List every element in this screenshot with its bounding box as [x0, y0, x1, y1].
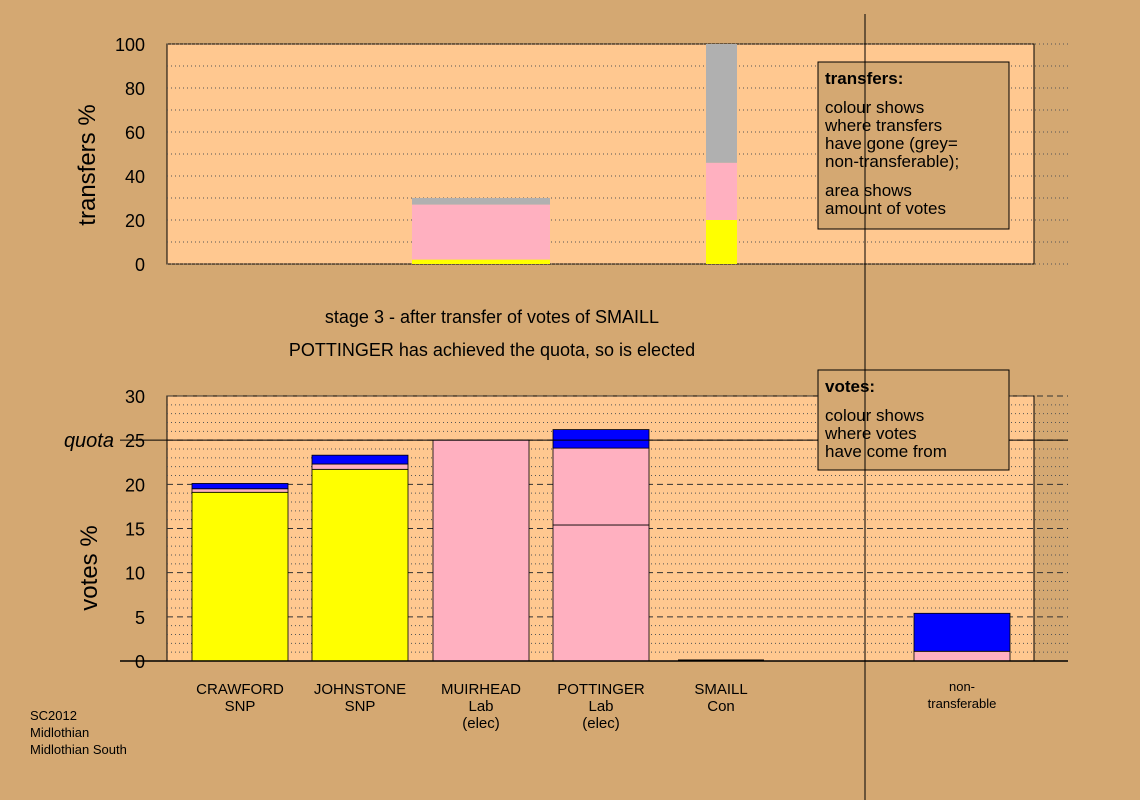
elected-caption: POTTINGER has achieved the quota, so is … [289, 340, 695, 360]
footer-council: Midlothian [30, 725, 89, 740]
transfers-y-tick-label: 80 [125, 79, 145, 99]
category-label: JOHNSTONE [314, 681, 406, 698]
votes-y-tick-label: 5 [135, 608, 145, 628]
stage-caption: stage 3 - after transfer of votes of SMA… [325, 307, 659, 327]
votes-y-tick-label: 15 [125, 520, 145, 540]
votes-y-tick-label: 0 [135, 652, 145, 672]
votes-y-ticks: 0 5 10 15 20 25 30 [125, 387, 145, 672]
votes-chart: 0 5 10 15 20 25 30 quota votes % votes: colour… [64, 369, 1068, 672]
votes-bar-segment [552, 524, 650, 662]
transfers-y-tick-label: 40 [125, 167, 145, 187]
transfers-legend-line: colour shows [825, 98, 924, 117]
votes-bar-segment [191, 483, 289, 490]
transfers-legend: transfers: colour shows where transfers … [817, 61, 1010, 230]
category-label: transferable [928, 696, 997, 711]
votes-y-tick-label: 20 [125, 475, 145, 495]
transfers-y-axis-label: transfers % [74, 104, 101, 225]
category-labels: CRAWFORDSNPJOHNSTONESNPMUIRHEADLab(elec)… [196, 679, 996, 732]
category-label: (elec) [582, 715, 620, 732]
votes-bar-segment [311, 454, 409, 465]
transfers-legend-line: amount of votes [825, 199, 946, 218]
transfers-y-tick-label: 20 [125, 211, 145, 231]
category-label: (elec) [462, 715, 500, 732]
votes-bar-segment [552, 429, 650, 449]
votes-bars [191, 429, 1011, 662]
transfers-bar-segment [412, 204, 550, 260]
category-label: SNP [225, 698, 256, 715]
votes-bar-segment [913, 650, 1011, 662]
votes-legend-line: colour shows [825, 406, 924, 425]
transfers-legend-line: have gone (grey= [825, 134, 958, 153]
transfers-legend-line: non-transferable); [825, 152, 959, 171]
votes-bar-segment [191, 488, 289, 493]
category-label: POTTINGER [557, 681, 645, 698]
category-label: Lab [468, 698, 493, 715]
votes-legend-box [817, 369, 1010, 471]
transfers-bar-segment [706, 44, 737, 163]
votes-bar-segment [311, 468, 409, 662]
transfers-bars [412, 44, 737, 264]
transfers-y-tick-label: 60 [125, 123, 145, 143]
votes-legend-line: where votes [824, 424, 917, 443]
votes-bar-segment [191, 491, 289, 662]
transfers-chart: 0 20 40 60 80 100 transfers % transfers: colo… [74, 35, 1068, 275]
votes-legend-line: have come from [825, 442, 947, 461]
footer-year: SC2012 [30, 708, 77, 723]
category-label: CRAWFORD [196, 681, 284, 698]
category-label: MUIRHEAD [441, 681, 521, 698]
votes-bar-segment [552, 447, 650, 526]
category-label: SNP [345, 698, 376, 715]
votes-y-axis-label: votes % [76, 525, 103, 610]
transfers-y-tick-label: 0 [135, 255, 145, 275]
transfers-legend-line: area shows [825, 181, 912, 200]
transfers-legend-line: where transfers [824, 116, 942, 135]
transfers-legend-box [817, 61, 1010, 230]
transfers-bar-segment [412, 259, 550, 264]
votes-bar-segment [432, 439, 530, 662]
transfers-bar-segment [706, 220, 737, 264]
votes-bar-segment [913, 612, 1011, 652]
votes-y-tick-label: 25 [125, 431, 145, 451]
transfers-y-ticks: 0 20 40 60 80 100 [115, 35, 145, 275]
category-label: non- [949, 679, 975, 694]
category-label: Lab [588, 698, 613, 715]
votes-bar-segment [311, 463, 409, 470]
transfers-y-tick-label: 100 [115, 35, 145, 55]
votes-legend-title: votes: [825, 377, 875, 396]
category-label: Con [707, 698, 735, 715]
votes-legend: votes: colour shows where votes have com… [817, 369, 1010, 471]
transfers-legend-title: transfers: [825, 69, 903, 88]
transfers-bar-segment [412, 198, 550, 205]
votes-y-tick-label: 10 [125, 564, 145, 584]
votes-y-tick-label: 30 [125, 387, 145, 407]
quota-label: quota [64, 430, 114, 452]
transfers-bar-segment [706, 162, 737, 220]
footer-ward: Midlothian South [30, 742, 127, 757]
category-label: SMAILL [694, 681, 747, 698]
